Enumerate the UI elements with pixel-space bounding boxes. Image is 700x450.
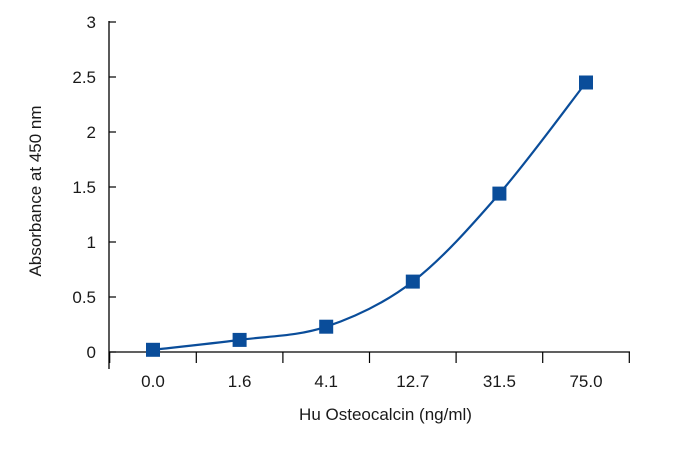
x-tick-label: 1.6 [228,372,252,391]
data-point-marker [232,332,247,347]
y-tick-label: 0.5 [72,288,96,307]
series-line [152,81,587,351]
y-tick-label: 2.5 [72,68,96,87]
data-point-marker [492,186,507,201]
data-point-marker [579,75,593,90]
y-axis-title: Absorbance at 450 nm [26,105,45,276]
x-tick-label: 75.0 [569,372,602,391]
y-tick-label: 0 [87,343,96,362]
data-point-marker [405,274,420,289]
x-tick-label: 12.7 [396,372,429,391]
y-tick-group: 0 0.5 1 1.5 2 2.5 3 [72,13,116,362]
x-tick-group: 0.0 1.6 4.1 12.7 31.5 75.0 [109,352,630,391]
series-layer [146,75,593,357]
y-tick-label: 3 [87,13,96,32]
x-tick-label: 31.5 [483,372,516,391]
x-axis-title: Hu Osteocalcin (ng/ml) [299,405,472,424]
y-tick-label: 1 [87,233,96,252]
data-point-marker [319,319,334,334]
x-tick-label: 4.1 [314,372,338,391]
y-tick-label: 2 [87,123,96,142]
y-tick-label: 1.5 [72,178,96,197]
x-tick-label: 0.0 [141,372,165,391]
data-point-marker [146,342,160,357]
